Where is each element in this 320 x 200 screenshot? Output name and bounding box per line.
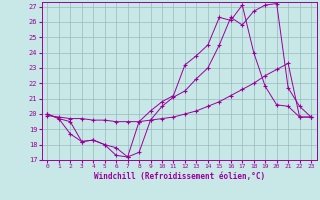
X-axis label: Windchill (Refroidissement éolien,°C): Windchill (Refroidissement éolien,°C) [94, 172, 265, 181]
